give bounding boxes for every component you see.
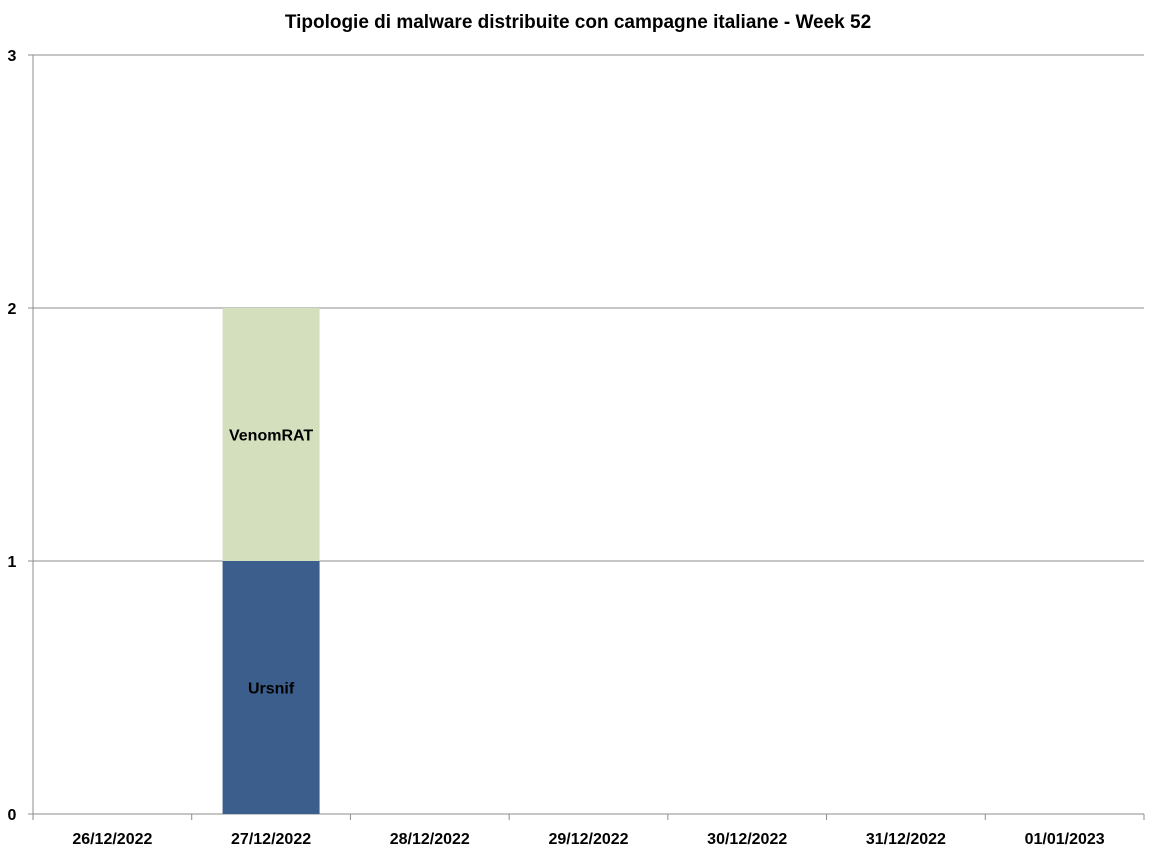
y-tick-label: 3 <box>8 48 17 65</box>
bar-segment-venomrat <box>222 308 320 561</box>
chart-title: Tipologie di malware distribuite con cam… <box>285 12 871 33</box>
y-tick-label: 2 <box>8 301 17 318</box>
data-label-ursnif: Ursnif <box>248 681 295 698</box>
data-label-venomrat: VenomRAT <box>229 428 313 445</box>
x-tick-label: 29/12/2022 <box>548 831 628 848</box>
x-tick-label: 01/01/2023 <box>1025 831 1105 848</box>
x-tick-label: 30/12/2022 <box>707 831 787 848</box>
x-tick-label: 26/12/2022 <box>72 831 152 848</box>
bar-segment-ursnif <box>222 561 320 814</box>
y-tick-label: 0 <box>8 807 17 824</box>
x-tick-label: 27/12/2022 <box>231 831 311 848</box>
gridlines <box>33 54 1144 562</box>
axes: 0 1 2 3 26/12/2022 27/12/2022 28/12/2022 29/12/… <box>8 48 1145 848</box>
x-tick-label: 28/12/2022 <box>390 831 470 848</box>
x-tick-label: 31/12/2022 <box>866 831 946 848</box>
bars <box>222 308 320 814</box>
labels: Ursnif VenomRAT <box>229 428 313 698</box>
y-tick-label: 1 <box>8 554 17 571</box>
